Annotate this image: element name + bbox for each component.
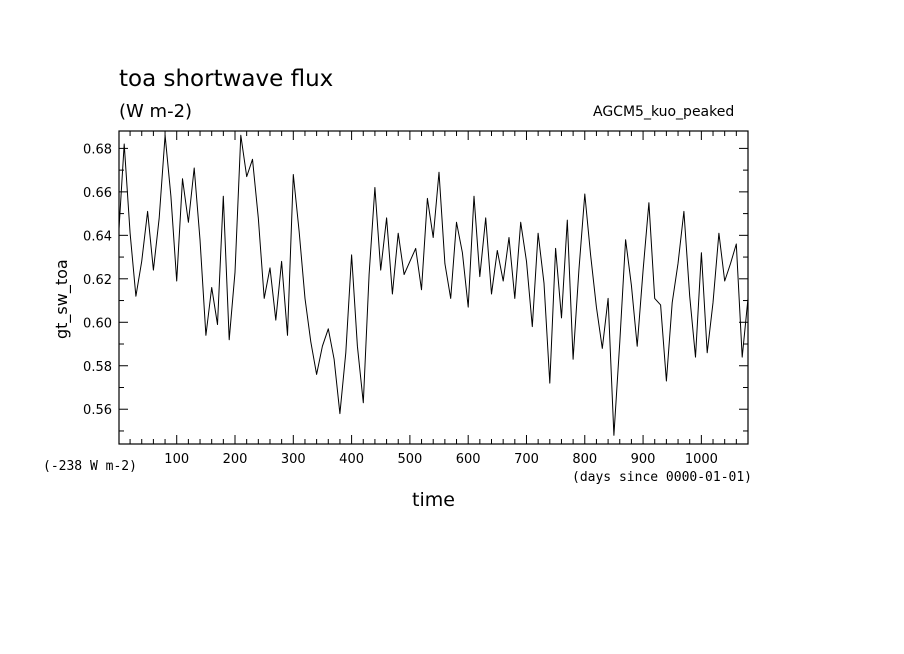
x-tick-label: 1000	[685, 452, 718, 467]
x-tick-label: 600	[456, 452, 481, 467]
y-offset-label: (-238 W m-2)	[43, 459, 137, 474]
x-tick-label: 500	[397, 452, 422, 467]
y-tick-label: 0.62	[83, 273, 112, 288]
tick-labels: 100 200 300 400 500 600 700 800 900 1000 0.56 0.58 0…	[83, 142, 718, 467]
x-tick-label: 300	[281, 452, 306, 467]
x-tick-label: 400	[339, 452, 364, 467]
y-tick-label: 0.60	[83, 316, 112, 331]
x-axis-label: time	[412, 489, 455, 511]
x-tick-label: 100	[164, 452, 189, 467]
y-tick-label: 0.56	[83, 403, 112, 418]
y-tick-label: 0.58	[83, 360, 112, 375]
y-tick-label: 0.68	[83, 142, 112, 157]
series-line-0	[119, 134, 748, 436]
y-tick-label: 0.64	[83, 229, 112, 244]
plot-frame	[118, 130, 749, 445]
x-tick-label: 800	[572, 452, 597, 467]
x-tick-label: 200	[223, 452, 248, 467]
x-units-label: (days since 0000-01-01)	[572, 470, 753, 485]
x-tick-label: 900	[631, 452, 656, 467]
chart-title: toa shortwave flux	[119, 66, 334, 92]
y-tick-label: 0.66	[83, 186, 112, 201]
source-label: AGCM5_kuo_peaked	[593, 104, 735, 120]
chart-units: (W m-2)	[119, 101, 193, 122]
x-tick-label: 700	[514, 452, 539, 467]
series-layer	[119, 134, 748, 436]
